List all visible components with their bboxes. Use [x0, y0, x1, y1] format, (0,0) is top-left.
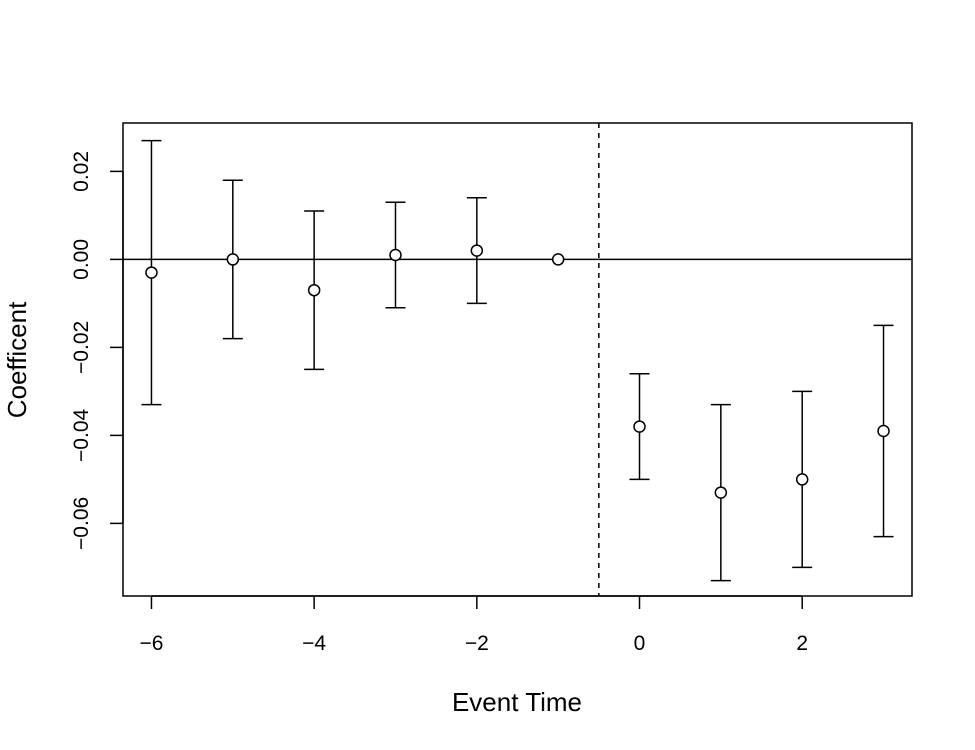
data-point — [877, 424, 890, 438]
y-tick-label: −0.04 — [70, 409, 93, 462]
data-point — [633, 420, 646, 433]
plot-frame — [122, 122, 913, 597]
data-point — [795, 473, 809, 486]
y-axis-title: Coefficent — [2, 301, 32, 418]
data-point — [470, 244, 484, 257]
data-point — [551, 253, 565, 266]
data-point — [307, 283, 321, 297]
y-tick-label: 0.00 — [70, 239, 93, 280]
x-tick-label: −6 — [139, 632, 163, 655]
data-point — [714, 486, 728, 499]
x-tick-label: −4 — [302, 632, 326, 655]
x-tick-label: 2 — [796, 632, 808, 655]
x-tick-label: 0 — [634, 632, 646, 655]
plot-layer — [123, 123, 912, 596]
axis-layer: −6 −4 −2 0 2 −0.06 −0.04 −0.02 0.00 0.02 — [70, 151, 808, 655]
x-axis-title: Event Time — [452, 687, 582, 717]
y-tick-label: −0.02 — [70, 321, 93, 374]
x-tick-label: −2 — [465, 632, 489, 655]
y-tick-label: 0.02 — [70, 151, 93, 192]
data-point — [226, 253, 240, 266]
y-tick-label: −0.06 — [70, 497, 93, 550]
data-point — [145, 266, 158, 279]
data-point — [389, 248, 402, 262]
